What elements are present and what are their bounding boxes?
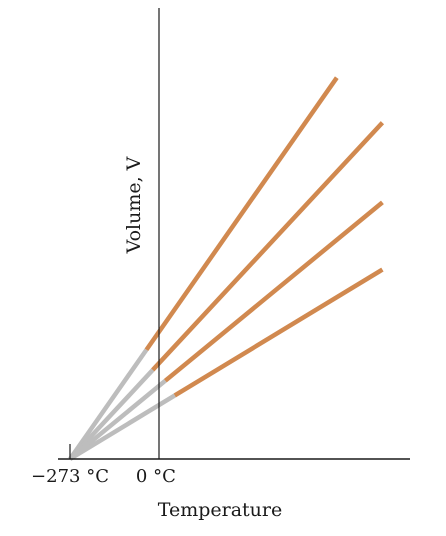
x-tick-labels: −273 °C 0 °C [31, 466, 176, 487]
series-2-extrapolation [68, 368, 155, 461]
series-4-measured [173, 267, 384, 398]
series-4-extrapolation [68, 393, 176, 461]
series-3-measured [163, 200, 384, 383]
series-lines [68, 76, 385, 461]
x-tick-label-1: −273 °C [31, 466, 109, 487]
x-axis-title: Temperature [158, 499, 282, 521]
y-axis-title: Volume, V [123, 156, 145, 254]
series-1-extrapolation [68, 348, 149, 461]
series-2-measured [151, 121, 385, 372]
series-3-extrapolation [68, 378, 167, 461]
x-tick-label-2: 0 °C [136, 466, 176, 487]
series-1-measured [144, 76, 339, 352]
